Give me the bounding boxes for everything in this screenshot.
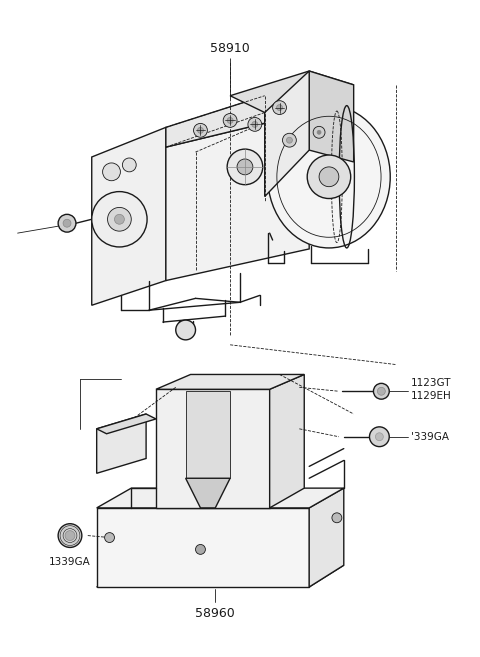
Polygon shape (96, 565, 344, 587)
Polygon shape (96, 488, 344, 508)
Polygon shape (156, 374, 304, 390)
Circle shape (65, 531, 75, 541)
Text: 58910: 58910 (210, 42, 250, 55)
Text: '339GA: '339GA (411, 432, 449, 442)
Circle shape (227, 149, 263, 185)
Circle shape (377, 388, 385, 396)
Polygon shape (309, 488, 344, 587)
Circle shape (105, 533, 114, 543)
Text: 1123GT
1129EH: 1123GT 1129EH (411, 378, 452, 401)
Circle shape (307, 155, 351, 198)
Polygon shape (166, 96, 309, 147)
Polygon shape (96, 414, 156, 434)
Text: 2: 2 (113, 442, 120, 451)
Circle shape (287, 137, 292, 143)
Circle shape (114, 214, 124, 224)
Circle shape (193, 124, 207, 137)
Circle shape (223, 114, 237, 127)
Circle shape (283, 133, 296, 147)
Polygon shape (309, 71, 354, 162)
Polygon shape (156, 390, 270, 508)
Circle shape (108, 208, 131, 231)
Circle shape (375, 433, 384, 441)
Text: 1339GA: 1339GA (49, 557, 91, 568)
Circle shape (252, 122, 258, 127)
Polygon shape (166, 112, 309, 281)
Polygon shape (96, 414, 146, 473)
Circle shape (176, 320, 195, 340)
Circle shape (195, 545, 205, 555)
Circle shape (58, 524, 82, 547)
Text: 58960: 58960 (195, 607, 235, 620)
Circle shape (276, 104, 283, 110)
Circle shape (122, 158, 136, 172)
Circle shape (248, 118, 262, 131)
Circle shape (237, 159, 253, 175)
Circle shape (319, 167, 339, 187)
Circle shape (332, 513, 342, 523)
Polygon shape (92, 127, 166, 306)
Polygon shape (186, 392, 230, 478)
Circle shape (313, 126, 325, 138)
Circle shape (58, 214, 76, 232)
Circle shape (317, 130, 321, 134)
Polygon shape (270, 374, 304, 508)
Circle shape (373, 383, 389, 399)
Circle shape (103, 163, 120, 181)
Circle shape (273, 101, 287, 114)
Ellipse shape (268, 106, 390, 248)
Circle shape (197, 127, 204, 133)
Circle shape (63, 219, 71, 227)
Polygon shape (230, 71, 354, 112)
Circle shape (227, 118, 233, 124)
Polygon shape (264, 71, 309, 196)
Circle shape (370, 427, 389, 447)
Circle shape (92, 192, 147, 247)
Polygon shape (186, 478, 230, 508)
Polygon shape (96, 508, 309, 587)
